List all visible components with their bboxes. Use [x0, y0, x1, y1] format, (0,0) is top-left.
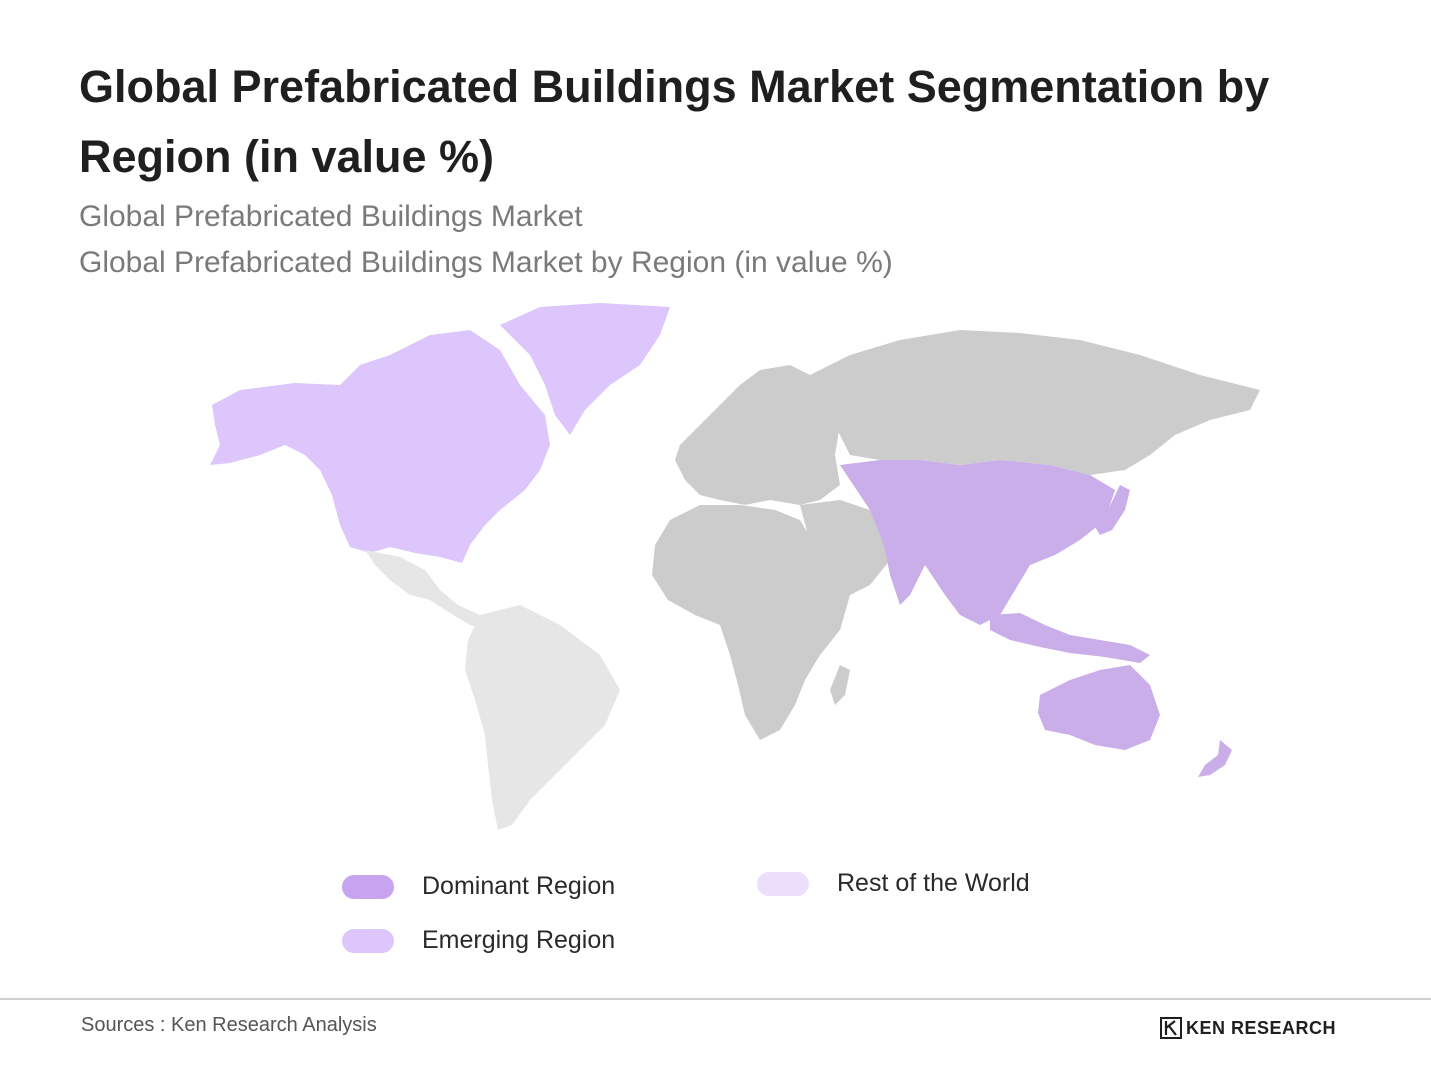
- sources-note: Sources : Ken Research Analysis: [81, 1014, 377, 1036]
- legend-label-rest: Rest of the World: [837, 869, 1030, 897]
- subtitle-region: Global Prefabricated Buildings Market by…: [79, 246, 893, 279]
- brand-logo: KEN RESEARCH: [1160, 1017, 1336, 1039]
- region-australia: [1038, 665, 1160, 750]
- region-new-zealand: [1198, 740, 1232, 777]
- legend-swatch-rest: [757, 871, 809, 896]
- region-central-america: [365, 550, 500, 630]
- region-madagascar: [830, 665, 850, 705]
- legend-swatch-emerging: [342, 928, 394, 953]
- legend-swatch-dominant: [342, 874, 394, 899]
- world-map: [210, 303, 1260, 830]
- legend-emerging: Emerging Region: [342, 926, 615, 955]
- legend-dominant: Dominant Region: [342, 872, 615, 901]
- region-greenland: [500, 303, 670, 435]
- ken-research-logo-icon: [1160, 1017, 1182, 1039]
- region-north-america: [210, 330, 550, 563]
- footer-divider: [0, 998, 1431, 1000]
- chart-title: Global Prefabricated Buildings Market Se…: [79, 61, 1270, 182]
- region-russia: [810, 330, 1260, 475]
- region-southeast-asia: [990, 613, 1150, 663]
- legend-label-dominant: Dominant Region: [422, 872, 616, 900]
- legend-label-emerging: Emerging Region: [422, 926, 616, 954]
- legend-rest: Rest of the World: [757, 869, 1030, 898]
- region-middle-east: [800, 500, 890, 595]
- subtitle-market: Global Prefabricated Buildings Market: [79, 200, 583, 233]
- brand-name: KEN RESEARCH: [1186, 1017, 1337, 1038]
- region-japan: [1095, 485, 1130, 535]
- region-africa: [652, 505, 850, 740]
- region-south-america: [465, 605, 620, 830]
- region-asia: [840, 460, 1115, 625]
- region-europe: [675, 365, 840, 505]
